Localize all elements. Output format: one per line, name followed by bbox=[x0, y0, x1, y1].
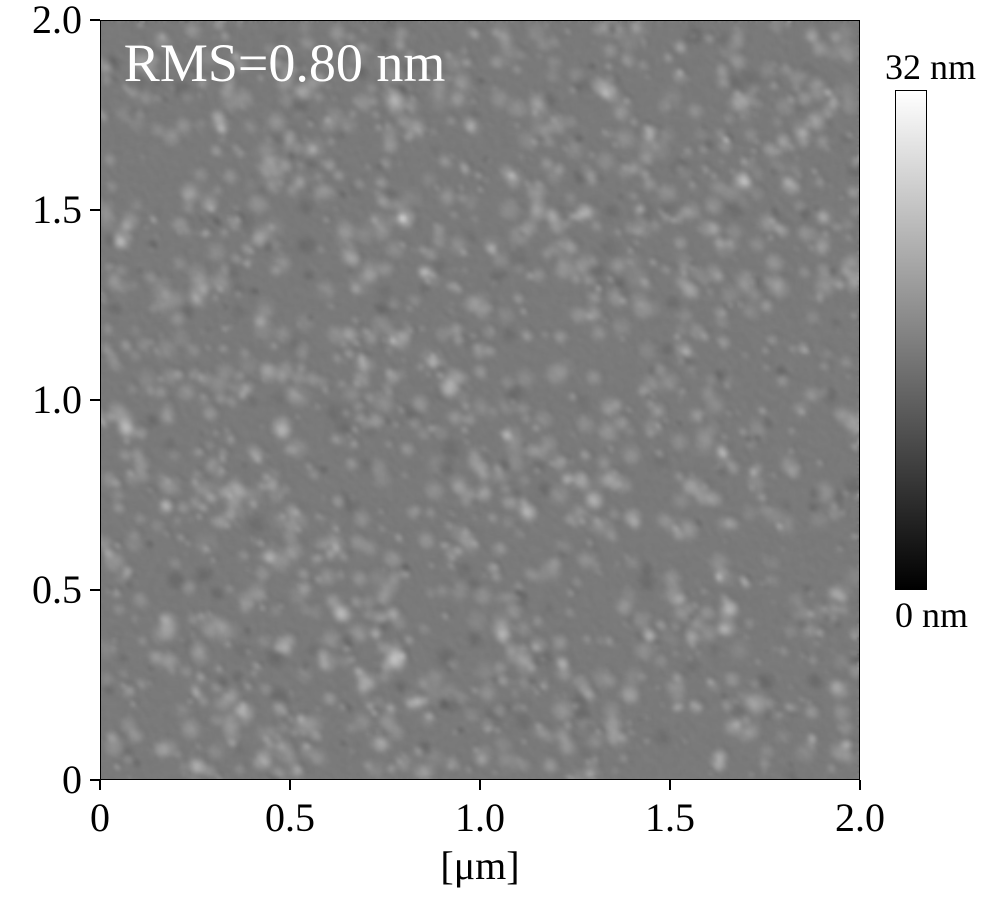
x-tick bbox=[99, 780, 101, 790]
x-tick bbox=[289, 780, 291, 790]
y-tick bbox=[90, 589, 100, 591]
x-tick-label: 1.0 bbox=[455, 794, 505, 841]
colorbar-bottom-label: 0 nm bbox=[895, 594, 968, 636]
colorbar-top-label: 32 nm bbox=[885, 46, 976, 88]
y-tick bbox=[90, 399, 100, 401]
rms-overlay-text: RMS=0.80 nm bbox=[124, 32, 446, 94]
y-tick-label: 1.5 bbox=[32, 186, 82, 233]
x-tick-label: 0 bbox=[90, 794, 110, 841]
y-tick-label: 0 bbox=[62, 756, 82, 803]
afm-figure: RMS=0.80 nm 00.51.01.52.0 00.51.01.52.0 … bbox=[0, 0, 1000, 924]
afm-canvas bbox=[101, 21, 859, 779]
x-tick-label: 2.0 bbox=[835, 794, 885, 841]
x-axis-label: [μm] bbox=[440, 842, 519, 889]
x-tick bbox=[859, 780, 861, 790]
y-tick bbox=[90, 19, 100, 21]
x-tick-label: 0.5 bbox=[265, 794, 315, 841]
y-tick-label: 2.0 bbox=[32, 0, 82, 43]
colorbar-gradient bbox=[896, 91, 926, 589]
afm-height-image bbox=[101, 21, 859, 779]
x-tick bbox=[669, 780, 671, 790]
y-tick-label: 0.5 bbox=[32, 566, 82, 613]
plot-area: RMS=0.80 nm bbox=[100, 20, 860, 780]
x-tick bbox=[479, 780, 481, 790]
x-tick-label: 1.5 bbox=[645, 794, 695, 841]
y-tick-label: 1.0 bbox=[32, 376, 82, 423]
colorbar bbox=[895, 90, 927, 590]
y-tick bbox=[90, 209, 100, 211]
